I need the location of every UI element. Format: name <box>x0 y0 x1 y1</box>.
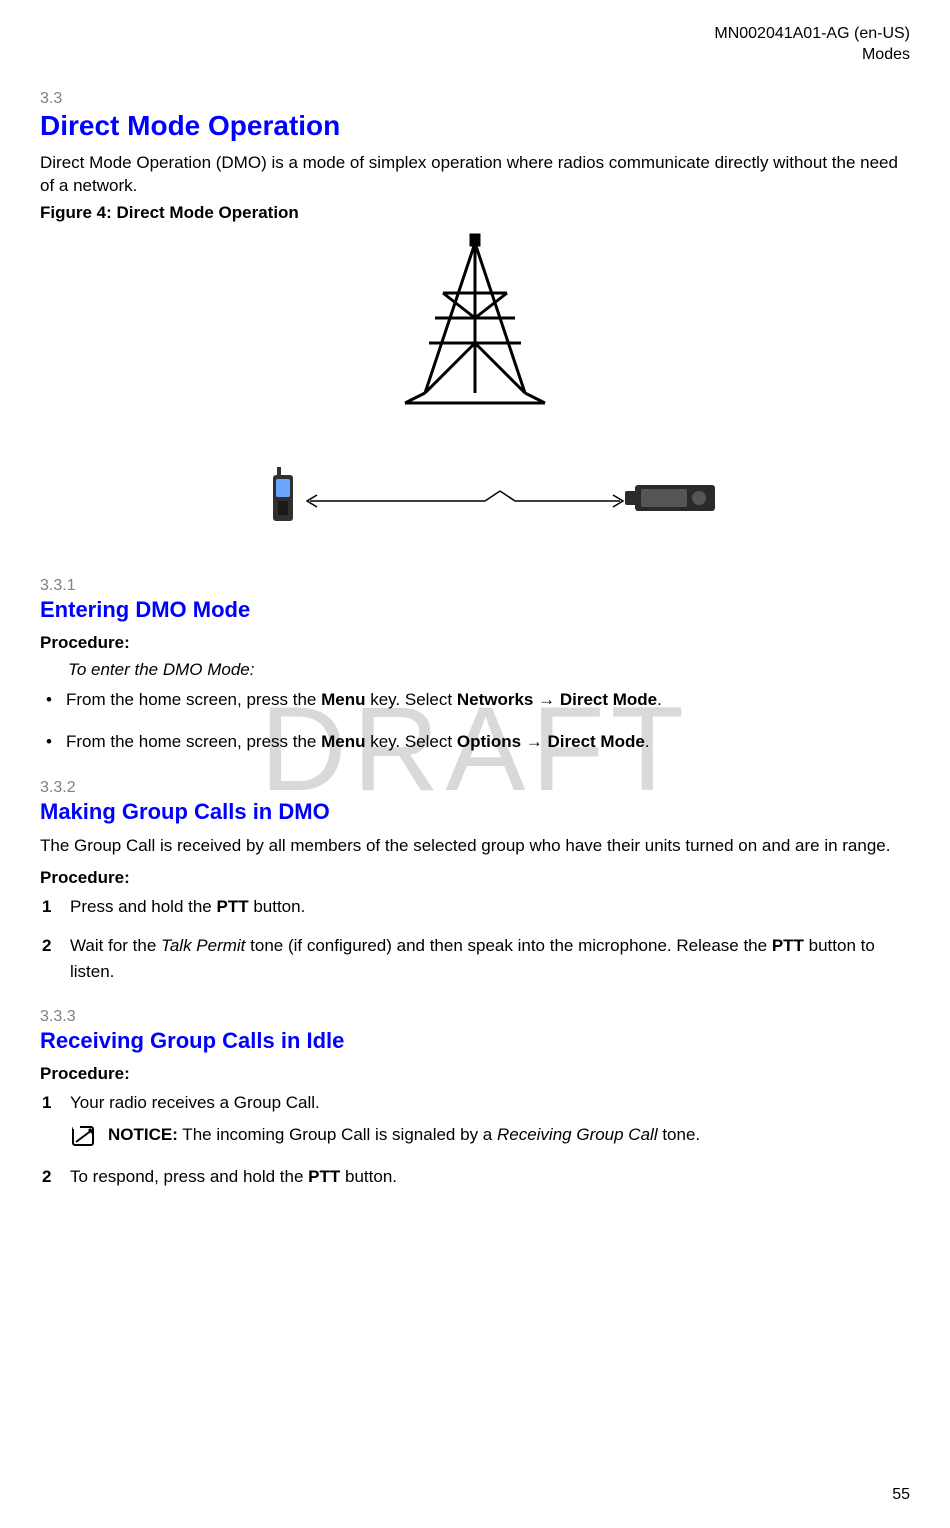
procedure-label-333: Procedure: <box>40 1064 910 1084</box>
receiving-group-call-label: Receiving Group Call <box>497 1125 658 1144</box>
arrow: → <box>533 690 559 709</box>
section-number-3-3-2: 3.3.2 <box>40 779 910 797</box>
page-number: 55 <box>892 1486 910 1504</box>
procedure-label-332: Procedure: <box>40 868 910 888</box>
intro-3-3: Direct Mode Operation (DMO) is a mode of… <box>40 152 910 198</box>
two-way-arrow-icon <box>307 491 623 507</box>
notice-icon <box>70 1122 98 1150</box>
text: The incoming Group Call is signaled by a <box>178 1125 497 1144</box>
bullet-331-1: From the home screen, press the Menu key… <box>40 686 910 713</box>
notice-label: NOTICE: <box>108 1125 178 1144</box>
tower-icon <box>405 235 545 403</box>
steps-332: Press and hold the PTT button. Wait for … <box>40 894 910 985</box>
section-number-3-3-1: 3.3.1 <box>40 577 910 595</box>
notice-text: NOTICE: The incoming Group Call is signa… <box>108 1122 910 1148</box>
text: tone. <box>658 1125 701 1144</box>
section-number-3-3-3: 3.3.3 <box>40 1008 910 1026</box>
steps-333: Your radio receives a Group Call. NOTICE… <box>40 1090 910 1189</box>
ptt-label: PTT <box>216 897 248 916</box>
text: From the home screen, press the <box>66 690 321 709</box>
step-332-2: Wait for the Talk Permit tone (if config… <box>40 933 910 984</box>
text: Your radio receives a Group Call. <box>70 1090 910 1116</box>
heading-entering-dmo-mode: Entering DMO Mode <box>40 597 910 623</box>
text: button. <box>340 1167 397 1186</box>
text: Press and hold the <box>70 897 216 916</box>
bullet-list-331: From the home screen, press the Menu key… <box>40 686 910 754</box>
section-number-3-3: 3.3 <box>40 90 910 108</box>
menu-key: Menu <box>321 690 365 709</box>
mobile-radio-icon <box>625 485 715 511</box>
heading-direct-mode-operation: Direct Mode Operation <box>40 110 910 142</box>
text: To respond, press and hold the <box>70 1167 308 1186</box>
text: . <box>657 690 662 709</box>
figure-4-caption: Figure 4: Direct Mode Operation <box>40 203 910 223</box>
heading-receiving-group-calls: Receiving Group Calls in Idle <box>40 1028 910 1054</box>
handheld-radio-icon <box>273 467 293 521</box>
step-333-1: Your radio receives a Group Call. NOTICE… <box>40 1090 910 1150</box>
ptt-label: PTT <box>772 936 804 955</box>
procedure-label-331: Procedure: <box>40 633 910 653</box>
text: key. Select <box>366 732 457 751</box>
step-333-2: To respond, press and hold the PTT butto… <box>40 1164 910 1190</box>
heading-making-group-calls: Making Group Calls in DMO <box>40 799 910 825</box>
options-label: Options <box>457 732 521 751</box>
notice-row: NOTICE: The incoming Group Call is signa… <box>70 1122 910 1150</box>
intro-331: To enter the DMO Mode: <box>40 659 910 682</box>
text: Wait for the <box>70 936 161 955</box>
text: tone (if configured) and then speak into… <box>245 936 771 955</box>
direct-mode-label: Direct Mode <box>548 732 645 751</box>
menu-key: Menu <box>321 732 365 751</box>
header-doc-id: MN002041A01-AG (en-US) <box>40 24 910 45</box>
networks-label: Networks <box>457 690 534 709</box>
bullet-331-2: From the home screen, press the Menu key… <box>40 728 910 755</box>
text: . <box>645 732 650 751</box>
text: button. <box>249 897 306 916</box>
step-332-1: Press and hold the PTT button. <box>40 894 910 920</box>
text: key. Select <box>366 690 457 709</box>
figure-4-svg <box>195 233 755 553</box>
figure-4 <box>40 233 910 553</box>
ptt-label: PTT <box>308 1167 340 1186</box>
arrow: → <box>521 732 547 751</box>
intro-332: The Group Call is received by all member… <box>40 835 910 858</box>
text: From the home screen, press the <box>66 732 321 751</box>
header-section: Modes <box>40 45 910 66</box>
direct-mode-label: Direct Mode <box>560 690 657 709</box>
talk-permit-label: Talk Permit <box>161 936 245 955</box>
